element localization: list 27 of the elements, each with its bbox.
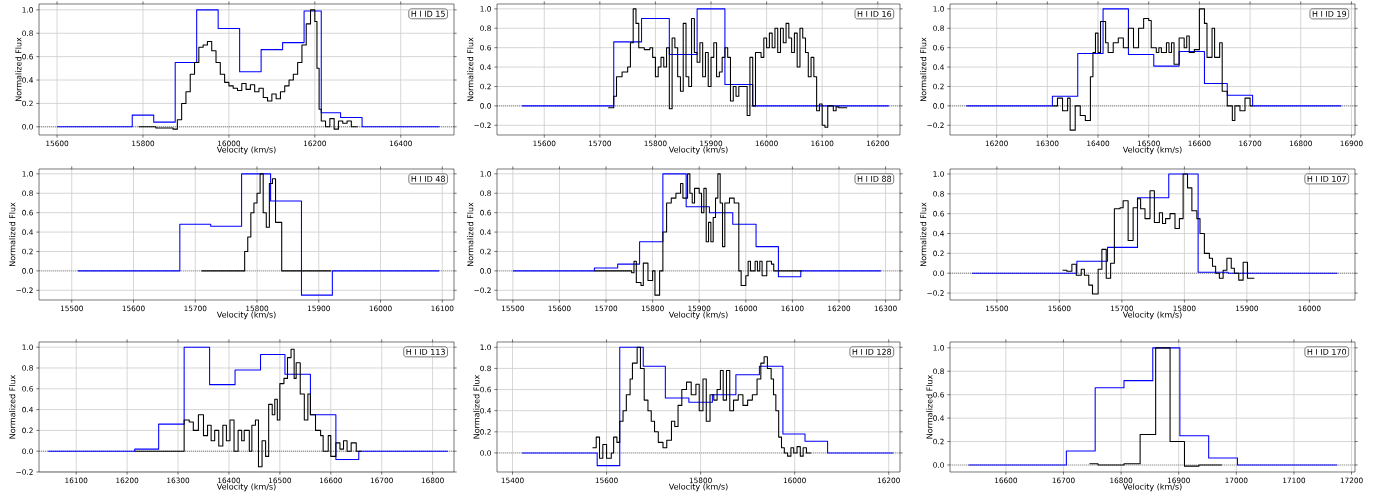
y-axis-title: Normalized Flux	[467, 202, 474, 266]
annotation: H I ID 128	[852, 348, 892, 355]
y-axis-title: Normalized Flux	[467, 37, 474, 101]
annotation: H I ID 15	[411, 10, 445, 17]
annotation: H I ID 48	[411, 175, 445, 182]
y-axis-title: Normalized Flux	[920, 37, 927, 101]
y-axis-title: Normalized Flux	[926, 374, 933, 439]
x-axis-title: Velocity (km/s)	[1122, 146, 1182, 155]
annotation: H I ID 88	[857, 175, 892, 182]
x-axis-title: Velocity (km/s)	[668, 311, 728, 320]
annotation: H I ID 107	[1307, 175, 1346, 182]
annotation: H I ID 19	[1312, 10, 1347, 17]
y-axis-title: Normalized Flux	[920, 202, 927, 266]
y-axis-title: Normalized Flux	[9, 202, 16, 266]
y-axis-title: Normalized Flux	[9, 374, 16, 439]
x-axis-title: Velocity (km/s)	[1122, 311, 1182, 320]
annotation: H I ID 16	[857, 10, 892, 17]
x-axis-title: Velocity (km/s)	[216, 311, 276, 320]
x-axis-title: Velocity (km/s)	[216, 483, 276, 492]
y-axis-title: Normalized Flux	[473, 374, 480, 439]
annotation: H I ID 113	[406, 348, 445, 355]
x-axis-title: Velocity (km/s)	[668, 483, 728, 492]
y-axis-title: Normalized Flux	[15, 37, 22, 101]
x-axis-title: Velocity (km/s)	[668, 146, 728, 155]
annotation: H I ID 170	[1307, 348, 1347, 355]
x-axis-title: Velocity (km/s)	[216, 146, 276, 155]
x-axis-title: Velocity (km/s)	[1122, 483, 1182, 492]
